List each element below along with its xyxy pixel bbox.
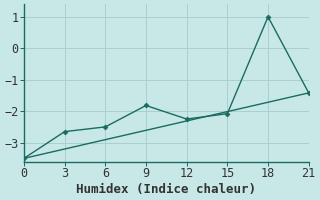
- X-axis label: Humidex (Indice chaleur): Humidex (Indice chaleur): [76, 183, 256, 196]
